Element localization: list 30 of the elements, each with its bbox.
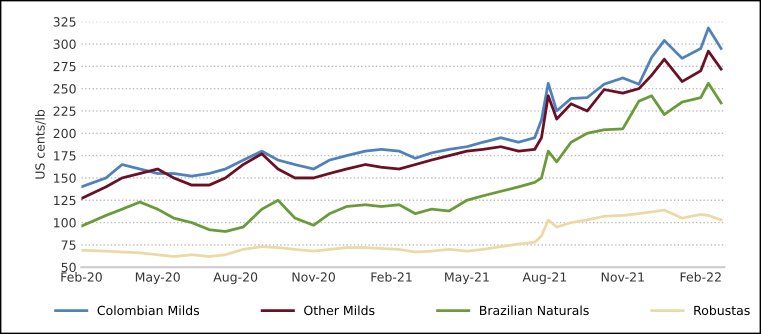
legend-label: Other Milds <box>304 305 374 316</box>
legend-label: Brazilian Naturals <box>480 305 589 316</box>
x-tick-label: Nov-21 <box>602 272 644 282</box>
x-tick-label: Aug-21 <box>522 272 566 284</box>
y-tick-label: 100 <box>54 218 76 228</box>
y-tick-label: 225 <box>54 106 76 116</box>
y-tick-label: 200 <box>54 128 76 138</box>
x-tick-label: May-21 <box>445 272 489 284</box>
x-tick-label: Feb-22 <box>680 272 721 282</box>
y-tick-label: 125 <box>54 196 76 206</box>
y-tick-label: 250 <box>54 84 76 94</box>
y-tick-label: 175 <box>54 151 76 161</box>
x-tick-label: Nov-20 <box>292 272 335 282</box>
line-series <box>81 82 722 233</box>
line-series <box>81 50 722 200</box>
y-tick-label: 75 <box>62 240 76 250</box>
y-tick-label: 50 <box>62 262 76 272</box>
x-tick-label: Feb-21 <box>371 272 412 282</box>
x-tick-label: May-20 <box>136 272 180 284</box>
y-axis-title: US cents/lb <box>35 110 46 179</box>
legend-label: Robustas <box>694 305 750 316</box>
y-tick-label: 150 <box>54 173 76 183</box>
x-tick-label: Aug-20 <box>213 272 258 284</box>
y-tick-label: 275 <box>54 62 76 72</box>
line-series <box>81 208 722 258</box>
y-tick-label: 300 <box>54 40 76 49</box>
x-tick-label: Feb-20 <box>61 272 102 282</box>
y-tick-label: 325 <box>54 17 76 27</box>
legend-label: Colombian Milds <box>98 305 200 316</box>
line-series <box>81 26 722 188</box>
